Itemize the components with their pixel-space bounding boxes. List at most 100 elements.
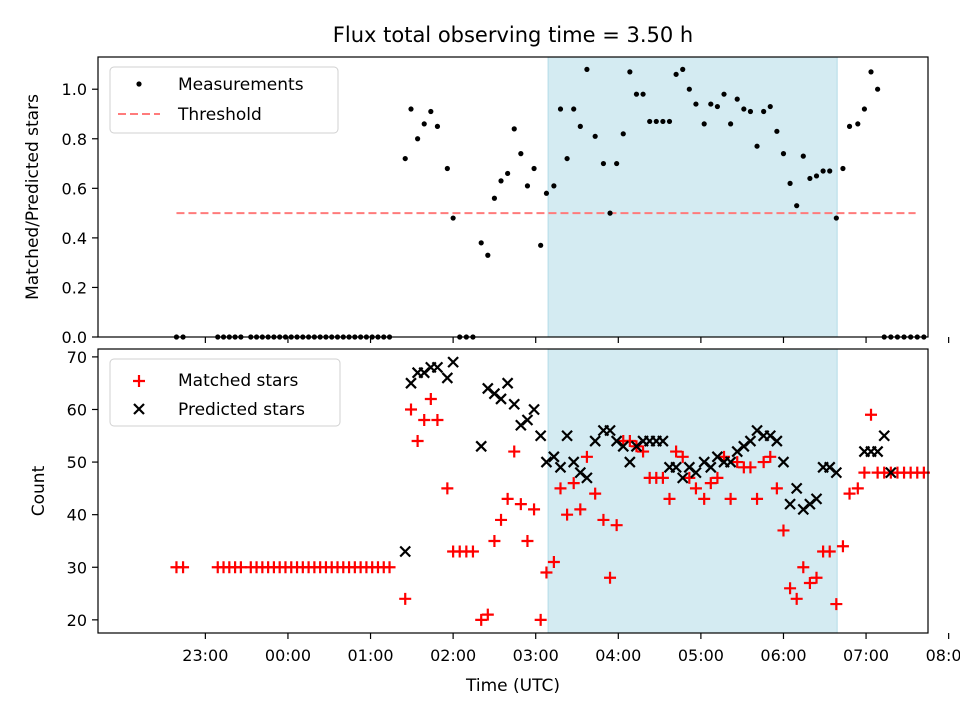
matched-stars-point <box>663 492 676 505</box>
matched-stars-point <box>589 487 602 500</box>
bottom-y-axis-label: Count <box>29 465 49 516</box>
measurement-point <box>614 160 620 167</box>
chart-title: Flux total observing time = 3.50 h <box>333 23 693 47</box>
matched-stars-point <box>823 545 836 558</box>
top-axes-frame <box>97 56 929 338</box>
top-x-ticks <box>204 337 950 343</box>
matched-stars-point <box>418 414 431 426</box>
predicted-stars-points <box>399 356 897 558</box>
x-tick-label: 00:00 <box>265 646 311 665</box>
predicted-stars-point <box>705 461 717 474</box>
legend-predicted-stars-label: Predicted stars <box>178 400 305 420</box>
measurement-point <box>415 136 421 142</box>
matched-stars-point <box>744 461 757 474</box>
measurement-point <box>450 215 456 221</box>
predicted-stars-point <box>554 461 567 474</box>
predicted-stars-point <box>771 435 783 447</box>
measurement-point <box>813 173 820 179</box>
measurement-point <box>557 106 564 112</box>
x-tick-label: 08:00 <box>926 646 960 665</box>
top-y-tick-label: 0.6 <box>62 179 87 198</box>
matched-stars-point <box>851 482 864 495</box>
measurement-point <box>794 203 800 209</box>
matched-stars-point <box>865 408 878 421</box>
measurement-point <box>653 118 659 125</box>
matched-stars-point <box>441 482 454 495</box>
predicted-stars-point <box>548 451 560 463</box>
matched-stars-point <box>177 561 190 574</box>
measurement-point <box>846 123 853 129</box>
measurement-point <box>402 155 408 162</box>
top-y-tick-label: 1.0 <box>62 80 87 99</box>
measurement-point <box>721 91 727 97</box>
predicted-stars-point <box>724 456 737 468</box>
matched-stars-legend-marker <box>133 375 145 387</box>
matched-stars-point <box>604 571 617 584</box>
matched-stars-point <box>475 613 488 626</box>
matched-stars-point <box>777 524 790 537</box>
bottom-y-ticks: 20 30 40 50 60 70 <box>67 348 98 630</box>
matched-stars-point <box>561 508 574 521</box>
matched-stars-point <box>797 561 810 574</box>
bottom-y-tick-label: 70 <box>67 348 87 367</box>
measurement-point <box>633 91 640 97</box>
predicted-stars-point <box>657 435 669 447</box>
measurement-point <box>600 160 607 167</box>
measurement-point <box>647 118 653 125</box>
measurement-point <box>505 170 511 177</box>
measurement-point <box>787 180 793 186</box>
matched-stars-point <box>683 471 696 484</box>
top-highlight-span <box>547 56 838 338</box>
measurement-point <box>577 123 583 129</box>
x-tick-label: 03:00 <box>513 646 559 665</box>
bottom-y-tick-label: 60 <box>67 400 87 419</box>
measurement-point <box>571 106 577 112</box>
measurement-point <box>868 69 874 75</box>
measurement-point <box>767 103 773 110</box>
predicted-stars-point <box>528 403 540 416</box>
predicted-stars-point <box>604 424 616 437</box>
x-tick-label: 02:00 <box>430 646 476 665</box>
predicted-stars-point <box>431 361 444 374</box>
matched-stars-point <box>810 571 823 584</box>
measurement-point <box>485 252 491 258</box>
matched-stars-point <box>521 534 534 547</box>
measurement-point <box>640 91 646 97</box>
measurement-point <box>444 165 450 172</box>
observing-window-span <box>547 56 838 338</box>
matched-stars-point <box>383 561 396 574</box>
matched-stars-point <box>858 466 871 479</box>
predicted-stars-point <box>885 466 897 479</box>
matched-stars-point <box>547 556 560 568</box>
measurement-point <box>538 242 544 248</box>
bottom-y-tick-label: 50 <box>67 453 87 472</box>
bottom-y-tick-label: 20 <box>67 611 87 630</box>
predicted-stars-point <box>475 440 487 453</box>
bottom-legend: Matched stars Predicted stars <box>109 358 341 427</box>
measurement-point <box>551 183 557 189</box>
matched-stars-point <box>534 613 547 626</box>
matched-stars-point <box>495 513 508 526</box>
measurement-point <box>498 178 504 184</box>
matched-stars-point <box>764 450 777 463</box>
measurement-point <box>741 106 747 112</box>
predicted-stars-point <box>447 356 459 368</box>
measurement-point <box>728 121 734 127</box>
matched-stars-point <box>784 582 797 595</box>
x-tick-label: 23:00 <box>182 646 228 665</box>
predicted-stars-point <box>441 372 454 384</box>
x-tick-label: 06:00 <box>760 646 806 665</box>
matched-stars-point <box>689 482 702 495</box>
legend-measurements-label: Measurements <box>178 75 304 95</box>
measurement-point <box>564 155 570 162</box>
matched-stars-point <box>574 503 587 516</box>
matched-stars-point <box>488 534 501 547</box>
matched-stars-point <box>481 608 494 621</box>
predicted-stars-point <box>617 440 630 453</box>
measurement-point <box>478 240 484 246</box>
measurement-point <box>607 210 613 216</box>
matched-stars-point <box>514 498 527 511</box>
measurement-point <box>774 128 780 134</box>
measurement-point <box>524 183 531 189</box>
bottom-legend-box <box>109 358 341 427</box>
